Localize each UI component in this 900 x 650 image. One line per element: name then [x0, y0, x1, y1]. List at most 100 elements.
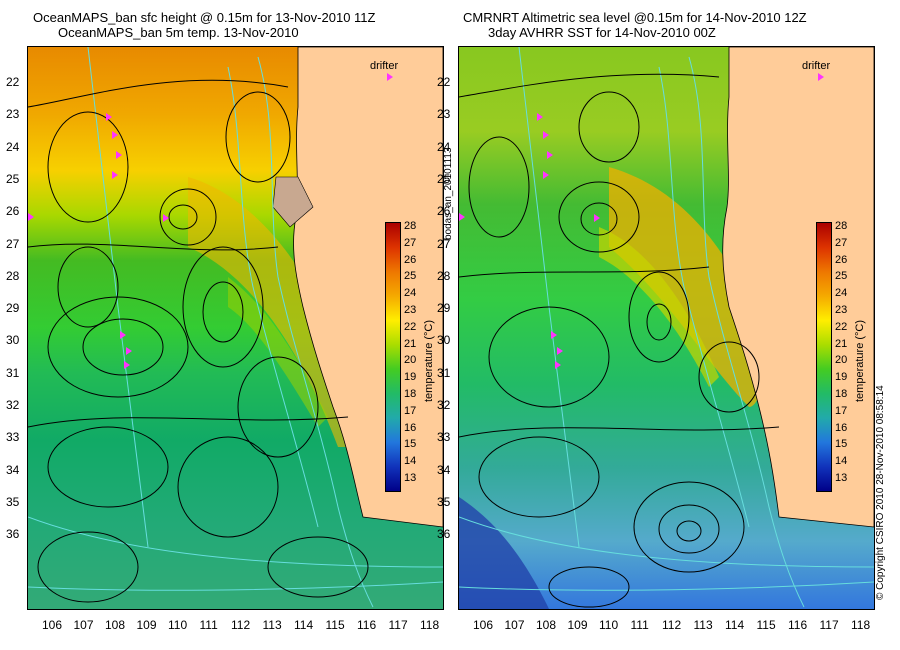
lat-tick-label: 33 — [6, 430, 20, 445]
colorbar-tick-label: 25 — [404, 270, 417, 283]
lon-tick-label: 114 — [294, 618, 314, 632]
lon-tick-label: 117 — [819, 618, 839, 632]
lat-tick-label: 25 — [6, 171, 20, 186]
colorbar-tick-label: 27 — [835, 236, 848, 249]
lat-tick-label: 33 — [437, 430, 451, 445]
colorbar-tick-label: 15 — [835, 438, 848, 451]
colorbar-tick-label: 23 — [404, 304, 417, 316]
colorbar-tick-label: 26 — [404, 253, 417, 266]
left-map-svg — [28, 47, 443, 609]
lon-tick-label: 109 — [136, 618, 157, 632]
lon-tick-label: 114 — [725, 618, 745, 632]
lon-tick-label: 113 — [262, 618, 282, 632]
colorbar-tick-label: 20 — [835, 354, 848, 367]
colorbar-tick-label: 14 — [404, 455, 417, 468]
colorbar-tick-label: 14 — [835, 455, 848, 468]
right-title-line1: CMRNRT Altimetric sea level @0.15m for 1… — [463, 10, 807, 25]
left-drifter-label: drifter — [370, 60, 399, 72]
colorbar-tick-label: 20 — [404, 354, 417, 367]
colorbar-tick-label: 16 — [404, 421, 417, 434]
colorbar-tick-label: 19 — [835, 371, 848, 384]
lat-tick-label: 26 — [6, 204, 20, 219]
lat-tick-label: 24 — [437, 139, 451, 154]
lat-tick-label: 27 — [437, 236, 451, 251]
lon-tick-label: 115 — [756, 618, 776, 632]
colorbar-tick-label: 21 — [835, 337, 848, 350]
lon-tick-label: 108 — [536, 618, 557, 632]
lat-tick-label: 27 — [6, 236, 20, 251]
lat-tick-label: 35 — [437, 494, 451, 509]
lon-tick-label: 112 — [662, 618, 682, 632]
lat-tick-label: 36 — [437, 527, 451, 542]
lon-tick-label: 116 — [788, 618, 808, 632]
right-map[interactable] — [458, 46, 875, 610]
left-title-line2: OceanMAPS_ban 5m temp. 13-Nov-2010 — [58, 25, 299, 40]
colorbar-tick-label: 18 — [835, 388, 848, 400]
lon-tick-label: 116 — [357, 618, 377, 632]
lon-tick-label: 115 — [325, 618, 345, 632]
right-map-svg — [459, 47, 874, 609]
lat-tick-label: 25 — [437, 171, 451, 186]
colorbar-tick-label: 21 — [404, 337, 417, 350]
colorbar-tick-label: 15 — [404, 438, 417, 451]
run-id-label: bodas_an_20101113 — [443, 147, 454, 241]
colorbar-tick-label: 13 — [404, 472, 417, 484]
lat-tick-label: 23 — [437, 107, 451, 122]
lat-tick-label: 29 — [6, 301, 20, 316]
lon-tick-label: 111 — [199, 618, 218, 632]
lat-tick-label: 22 — [437, 75, 451, 89]
colorbar-tick-label: 23 — [835, 304, 848, 316]
colorbar-tick-label: 28 — [835, 220, 848, 232]
right-colorbar-label: temperature (°C) — [854, 319, 866, 402]
lon-tick-label: 109 — [567, 618, 588, 632]
colorbar-tick-label: 24 — [835, 287, 848, 300]
lon-tick-label: 118 — [851, 618, 871, 632]
lon-tick-label: 107 — [504, 618, 525, 632]
colorbar-tick-label: 28 — [404, 220, 417, 232]
lon-tick-label: 108 — [105, 618, 126, 632]
lat-tick-label: 24 — [6, 139, 20, 154]
colorbar-tick-label: 19 — [404, 371, 417, 384]
lat-tick-label: 22 — [6, 75, 20, 89]
colorbar-tick-label: 22 — [835, 320, 848, 333]
lon-tick-label: 117 — [388, 618, 408, 632]
left-map[interactable] — [27, 46, 444, 610]
colorbar-tick-label: 26 — [835, 253, 848, 266]
lat-tick-label: 31 — [6, 365, 20, 380]
lon-tick-label: 111 — [630, 618, 649, 632]
lon-tick-label: 106 — [473, 618, 494, 632]
lat-tick-label: 23 — [6, 107, 20, 122]
colorbar-tick-label: 24 — [404, 287, 417, 300]
lat-tick-label: 29 — [437, 301, 451, 316]
right-title-line2: 3day AVHRR SST for 14-Nov-2010 00Z — [488, 25, 716, 40]
colorbar-tick-label: 18 — [404, 388, 417, 400]
colorbar-tick-label: 27 — [404, 236, 417, 249]
left-colorbar-label: temperature (°C) — [423, 319, 435, 402]
lon-tick-label: 110 — [599, 618, 619, 632]
colorbar-tick-label: 17 — [404, 404, 417, 417]
lat-tick-label: 30 — [437, 333, 451, 348]
colorbar-tick-label: 16 — [835, 421, 848, 434]
lat-tick-label: 35 — [6, 494, 20, 509]
left-colorbar — [385, 222, 401, 492]
lon-tick-label: 112 — [231, 618, 251, 632]
lat-tick-label: 34 — [437, 462, 451, 477]
lon-tick-label: 107 — [73, 618, 94, 632]
lat-tick-label: 32 — [437, 398, 451, 412]
colorbar-tick-label: 13 — [835, 472, 848, 484]
right-colorbar — [816, 222, 832, 492]
lon-tick-label: 110 — [168, 618, 188, 632]
right-drifter-label: drifter — [802, 60, 831, 72]
lon-tick-label: 113 — [693, 618, 713, 632]
lat-tick-label: 28 — [437, 268, 451, 283]
copyright-label: © Copyright CSIRO 2010 28-Nov-2010 08:58… — [875, 385, 886, 600]
lon-tick-label: 118 — [420, 618, 440, 632]
lat-tick-label: 28 — [6, 268, 20, 283]
colorbar-tick-label: 17 — [835, 404, 848, 417]
lat-tick-label: 30 — [6, 333, 20, 348]
lat-tick-label: 31 — [437, 365, 451, 380]
lat-tick-label: 26 — [437, 204, 451, 219]
colorbar-tick-label: 25 — [835, 270, 848, 283]
lat-tick-label: 32 — [6, 398, 20, 412]
lat-tick-label: 34 — [6, 462, 20, 477]
